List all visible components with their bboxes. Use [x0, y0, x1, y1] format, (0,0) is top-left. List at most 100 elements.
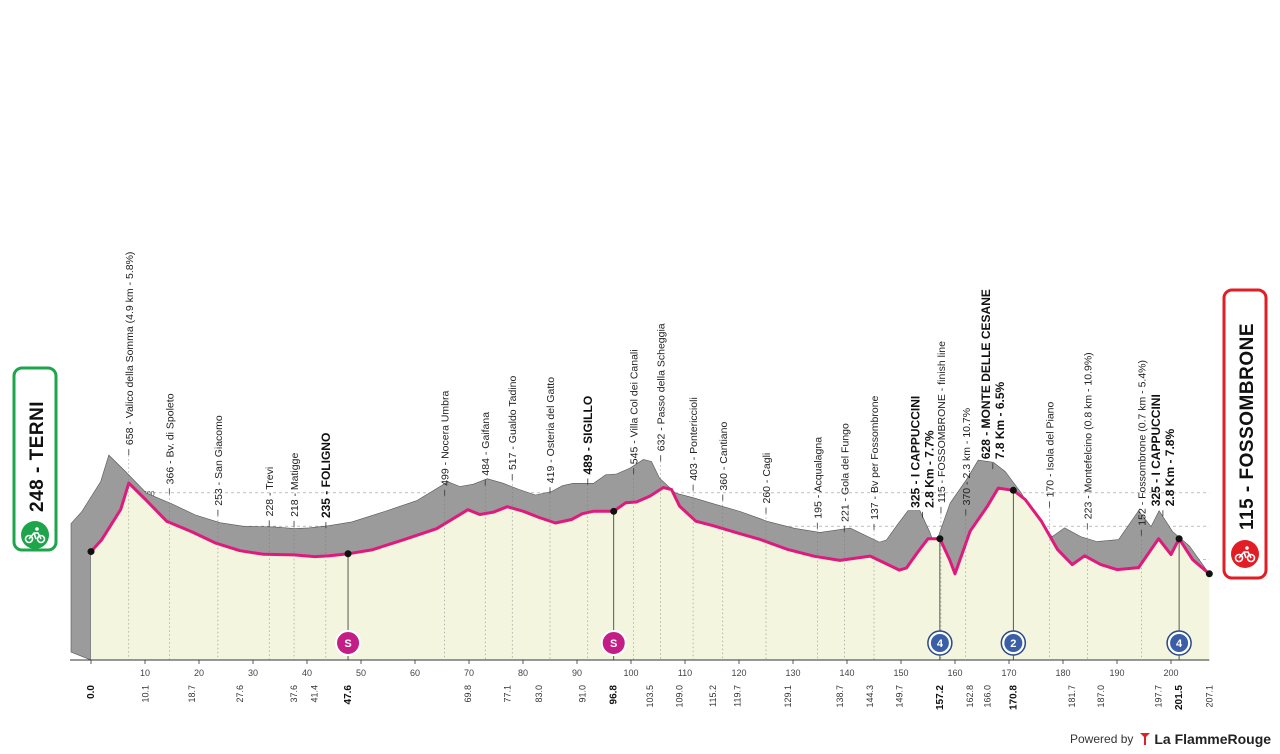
axis-tick-label: 180	[1055, 668, 1070, 678]
km-marker: 0.0	[86, 685, 97, 699]
finish-dot	[1205, 570, 1213, 578]
point-dot	[1009, 486, 1017, 494]
climb-category-core	[930, 634, 949, 652]
finish-sign-label: 115 - FOSSOMBRONE	[1237, 323, 1258, 530]
axis-tick-label: 20	[194, 668, 204, 678]
start-sign: 248 - TERNI	[12, 366, 58, 552]
km-marker: 157.2	[935, 685, 946, 710]
climb-stats: 7.8 Km - 6.5%	[993, 381, 1007, 459]
point-badge-label: 4	[937, 638, 944, 650]
finish-sign: 115 - FOSSOMBRONE	[1222, 288, 1268, 580]
waypoint-label: 370 - 2.3 km - 10.7%	[961, 408, 973, 505]
climb-stats: 2.8 Km - 7.7%	[923, 430, 937, 508]
waypoint-label: 115 - FOSSOMBRONE - finish line	[936, 341, 948, 503]
axis-tick-label: 160	[947, 668, 962, 678]
powered-by-text: Powered by	[1070, 732, 1134, 746]
km-marker: 103.5	[645, 685, 655, 708]
axis-tick-label: 80	[518, 668, 528, 678]
axis-tick-label: 10	[140, 668, 150, 678]
waypoint-label: 152 - Fossombrone (0.7 km - 5.4%)	[1136, 360, 1148, 526]
point-dot	[344, 550, 352, 558]
km-marker: 96.8	[609, 685, 620, 705]
axis-tick-label: 50	[356, 668, 366, 678]
brand-name: La FlammeRouge	[1154, 731, 1272, 747]
flame-flag-icon	[1140, 733, 1151, 745]
start-sign-frame	[12, 366, 58, 552]
km-marker: 83.0	[534, 685, 544, 703]
axis-tick-label: 30	[248, 668, 258, 678]
axis-tick-label: 130	[785, 668, 800, 678]
km-marker: 10.1	[141, 685, 151, 703]
km-markers: 0.0 10.1 18.7 27.6 37.6 41.4 47.6 69.8 77.1 83.0 9…	[86, 685, 1214, 710]
km-marker: 187.0	[1096, 685, 1106, 708]
waypoint-label: 235 - FOLIGNO	[319, 433, 333, 518]
axis-tick-label: 100	[623, 668, 638, 678]
intermediate-points: S S 4 2 4	[87, 486, 1213, 660]
km-marker: 149.7	[894, 685, 904, 708]
waypoint-label: 499 - Nocera Umbra	[440, 391, 452, 486]
waypoint-label: 360 - Cantiano	[718, 422, 730, 491]
waypoint-label: 489 - SIGILLO	[581, 396, 595, 475]
sprint-badge	[600, 630, 627, 656]
km-marker: 69.8	[463, 685, 473, 703]
climb-name: 628 - MONTE DELLE CESANE	[979, 289, 993, 459]
profile-line	[89, 481, 1211, 576]
axis-tick-label: 150	[893, 668, 908, 678]
km-marker: 37.6	[289, 685, 299, 703]
point-badge-label: S	[610, 638, 617, 650]
waypoint-label: 366 - Bv. di Spoleto	[164, 393, 176, 484]
km-marker: 197.7	[1154, 685, 1164, 708]
climb-name: 325 - I CAPPUCCINI	[1149, 394, 1163, 506]
profile-area	[91, 483, 1210, 660]
climb-stats: 2.8 Km - 7.8%	[1163, 429, 1177, 507]
km-marker: 41.4	[310, 685, 320, 703]
waypoint-label: 484 - Gaifana	[480, 412, 492, 476]
km-ticks: 10 20 30 40 50 60 70 80 90 100 110 120 130 140 150 160 1…	[70, 659, 1210, 678]
axis-tick-label: 200	[1163, 668, 1178, 678]
finish-sign-frame	[1222, 288, 1268, 580]
point-dot	[610, 507, 618, 515]
point-badge-label: 2	[1010, 638, 1016, 650]
axis-tick-label: 140	[839, 668, 854, 678]
sprint-badge	[335, 630, 362, 656]
start-sign-label: 248 - TERNI	[27, 401, 48, 512]
km-marker: 170.8	[1008, 685, 1019, 710]
km-marker: 47.6	[343, 685, 354, 705]
waypoint-label: 517 - Gualdo Tadino	[507, 376, 519, 471]
km-marker: 166.0	[982, 685, 992, 708]
start-dot	[87, 548, 95, 556]
waypoint-label: 137 - Bv per Fossombrone	[869, 395, 881, 519]
km-marker: 91.0	[577, 685, 587, 703]
climb-name: 325 - I CAPPUCCINI	[909, 396, 923, 508]
climb-category-core	[1170, 634, 1189, 652]
km-marker: 27.6	[235, 685, 245, 703]
km-marker: 144.3	[865, 685, 875, 708]
waypoint-label: 658 - Valico della Somma (4.9 km - 5.8%)	[124, 252, 136, 446]
km-marker: 207.1	[1204, 685, 1214, 708]
waypoint-label: 419 - Osteria del Gatto	[545, 377, 557, 483]
km-marker: 77.1	[502, 685, 512, 703]
climb-category-core	[1004, 634, 1023, 652]
km-marker: 109.0	[675, 685, 685, 708]
km-marker: 119.7	[732, 685, 742, 707]
waypoint-label: 195 - Acqualagna	[812, 437, 824, 519]
waypoints: 658 - Valico della Somma (4.9 km - 5.8%)…	[124, 252, 1177, 660]
waypoint-label: 545 - Villa Col dei Canali	[629, 349, 641, 464]
axis-tick-label: 90	[572, 668, 582, 678]
axis-tick-label: 190	[1109, 668, 1124, 678]
brand-logo[interactable]: La FlammeRouge	[1139, 731, 1271, 747]
axis-tick-label: 120	[731, 668, 746, 678]
km-marker: 115.2	[708, 685, 718, 707]
axis-tick-label: 60	[410, 668, 420, 678]
axis-tick-label: 170	[1001, 668, 1016, 678]
waypoint-label: 632 - Passo della Scheggia	[656, 323, 668, 451]
powered-by: Powered by La FlammeRouge	[1070, 731, 1271, 747]
km-marker: 201.5	[1174, 685, 1185, 710]
waypoint-label: 218 - Matigge	[289, 453, 301, 517]
waypoint-label: 223 - Montefelcino (0.8 km - 10.9%)	[1082, 352, 1094, 519]
waypoint-label: 260 - Cagli	[761, 453, 773, 504]
axis-tick-label: 40	[302, 668, 312, 678]
km-marker: 162.8	[965, 685, 975, 708]
km-marker: 138.7	[835, 685, 845, 708]
